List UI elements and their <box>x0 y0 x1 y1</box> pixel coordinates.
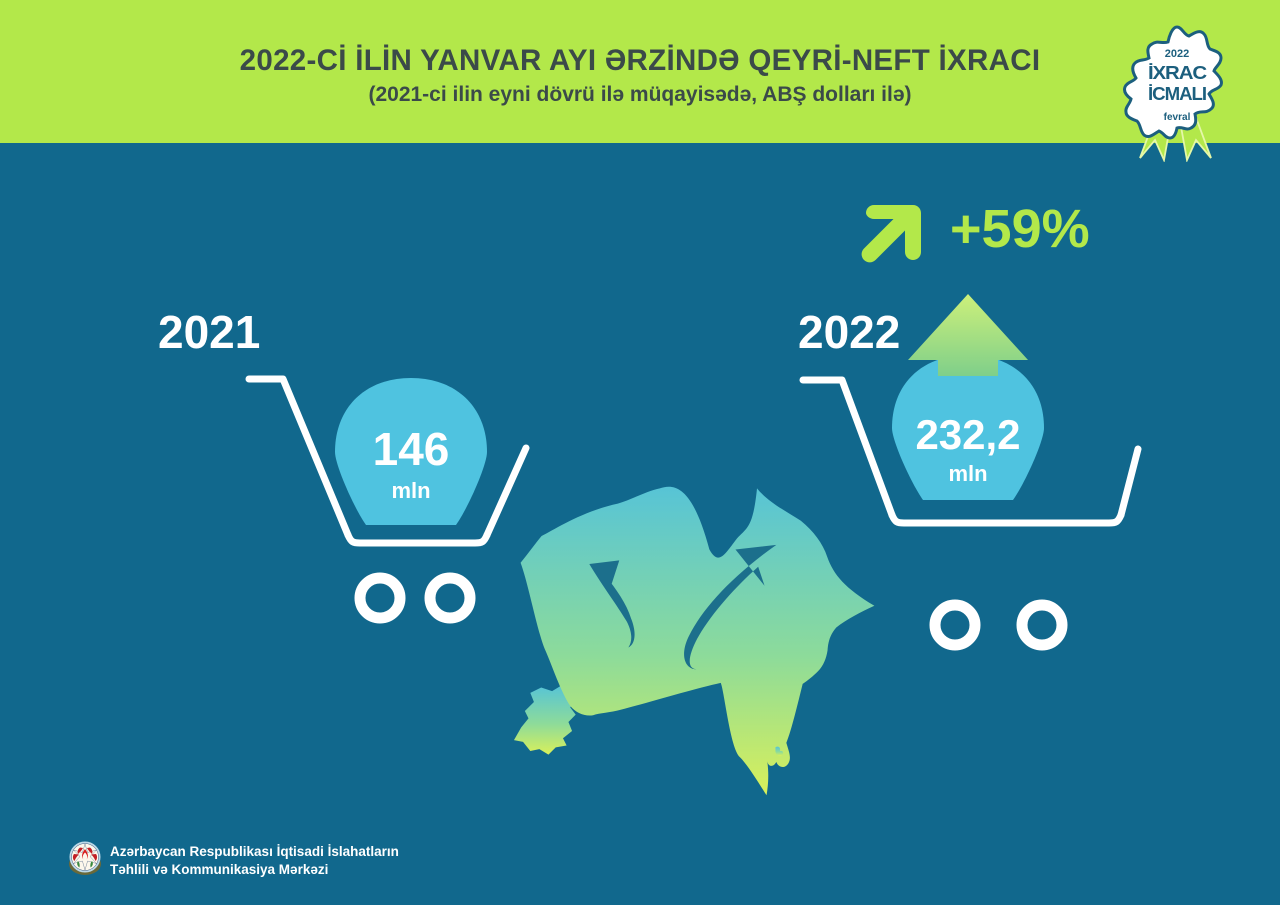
svg-text:İCMALI: İCMALI <box>1148 84 1206 104</box>
svg-text:146: 146 <box>373 423 450 475</box>
svg-text:mln: mln <box>391 478 430 503</box>
svg-text:2022: 2022 <box>1165 48 1189 60</box>
svg-text:mln: mln <box>948 461 987 486</box>
svg-text:232,2: 232,2 <box>915 411 1020 458</box>
svg-text:fevral: fevral <box>1164 112 1191 123</box>
svg-text:İXRAC: İXRAC <box>1148 63 1207 83</box>
